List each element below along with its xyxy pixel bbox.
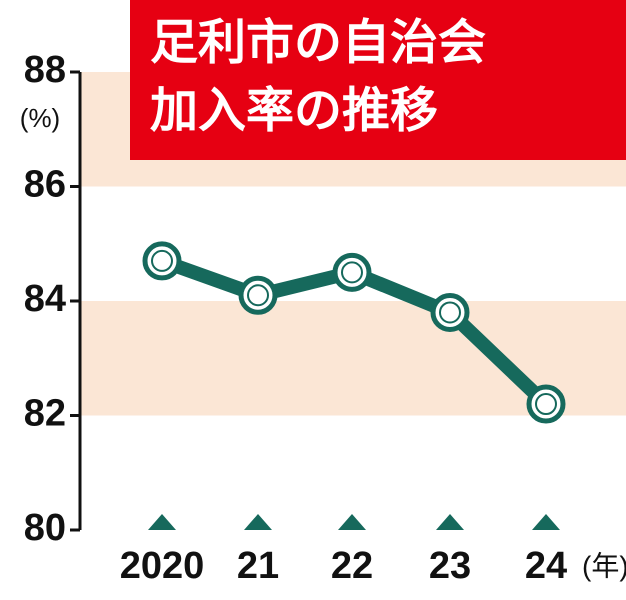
x-tick-label: 22 xyxy=(331,545,373,587)
x-tick-label: 23 xyxy=(429,545,471,587)
category-marker xyxy=(532,514,560,530)
chart-title: 加入率の推移 xyxy=(150,85,438,138)
y-tick-label: 88 xyxy=(24,49,66,91)
y-tick-label: 86 xyxy=(24,164,66,206)
y-unit: (%) xyxy=(20,103,60,133)
category-marker xyxy=(338,514,366,530)
y-tick-label: 84 xyxy=(24,278,66,320)
y-tick-label: 80 xyxy=(24,507,66,549)
data-point-ring xyxy=(439,301,461,324)
data-point xyxy=(238,275,278,315)
y-tick-label: 82 xyxy=(24,393,66,435)
data-point-ring xyxy=(535,393,557,416)
data-point-ring xyxy=(247,284,269,307)
chart-title: 足利市の自治会 xyxy=(150,17,486,70)
x-tick-label: 24 xyxy=(525,545,567,587)
plot-layer xyxy=(70,70,566,532)
x-unit: (年) xyxy=(582,550,626,581)
data-point-ring xyxy=(341,261,363,284)
x-tick-label: 21 xyxy=(237,545,279,587)
data-point-ring xyxy=(151,249,173,272)
title-box xyxy=(130,0,626,160)
x-tick-label: 2020 xyxy=(120,545,205,587)
data-point xyxy=(142,241,182,281)
data-point xyxy=(526,384,566,424)
category-marker xyxy=(436,514,464,530)
category-marker xyxy=(148,514,176,530)
data-point xyxy=(430,292,470,332)
category-marker xyxy=(244,514,272,530)
data-point xyxy=(332,252,372,292)
